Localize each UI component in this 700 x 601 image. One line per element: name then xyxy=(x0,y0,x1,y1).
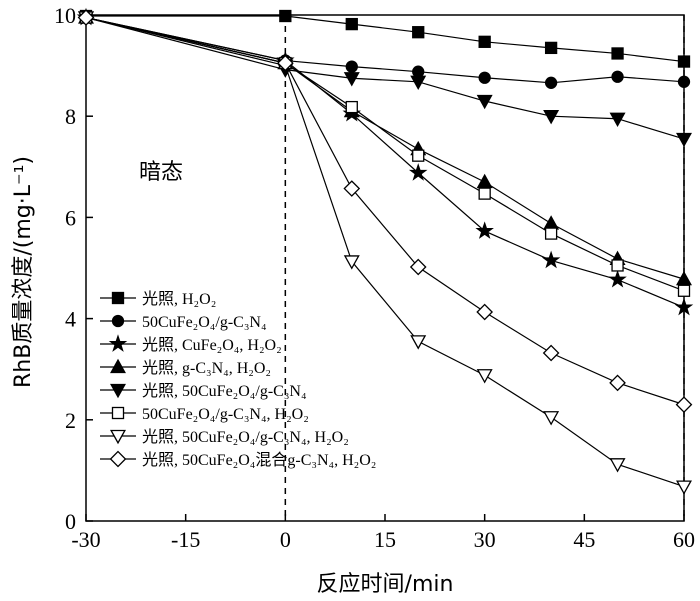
legend-label: 光照, CuFe₂O₄, H₂O₂ xyxy=(142,336,282,354)
marker-square xyxy=(677,55,691,68)
series-line-5 xyxy=(85,16,685,292)
y-tick-label: 4 xyxy=(65,307,76,332)
marker-triangle-down xyxy=(410,335,427,350)
marker-triangle-up xyxy=(476,173,493,189)
legend-label: 50CuFe₂O₄/g-C₃N₄, H₂O₂ xyxy=(142,406,309,423)
series-line-2 xyxy=(85,16,685,309)
marker-triangle-down xyxy=(609,458,626,473)
marker-diamond xyxy=(476,303,494,321)
series-markers xyxy=(76,7,694,495)
marker-square xyxy=(111,406,125,420)
marker-square xyxy=(611,47,624,60)
marker-square xyxy=(611,259,624,272)
series-line-6 xyxy=(85,16,685,488)
marker-star xyxy=(674,297,694,316)
marker-square xyxy=(111,291,125,305)
marker-circle xyxy=(611,70,624,83)
y-tick-label: 2 xyxy=(65,408,76,433)
marker-triangle-down xyxy=(343,255,360,270)
legend-label: 光照, 50CuFe₂O₄/g-C₃N₄ xyxy=(142,382,307,400)
legend-label: 50CuFe₂O₄/g-C₃N₄ xyxy=(142,314,267,331)
marker-triangle-up xyxy=(676,270,692,286)
legend-label: 光照, g-C₃N₄, H₂O₂ xyxy=(142,359,271,377)
marker-triangle-down xyxy=(110,383,126,399)
marker-square xyxy=(478,35,491,48)
marker-diamond xyxy=(409,258,427,276)
marker-triangle-down xyxy=(676,480,692,495)
marker-triangle-down xyxy=(476,94,493,110)
marker-star xyxy=(408,163,428,181)
marker-square xyxy=(345,100,358,114)
marker-star xyxy=(608,269,627,288)
marker-star xyxy=(475,221,494,239)
marker-triangle-down xyxy=(410,75,427,91)
marker-circle xyxy=(111,314,125,328)
x-tick-label: -15 xyxy=(171,527,200,552)
marker-triangle-down xyxy=(476,369,493,384)
legend-label: 光照, H₂O₂ xyxy=(142,290,216,308)
marker-square xyxy=(279,9,292,23)
marker-square xyxy=(412,26,425,39)
marker-triangle-down xyxy=(110,429,126,445)
x-tick-label: 45 xyxy=(573,527,595,552)
marker-square xyxy=(544,41,558,55)
marker-diamond xyxy=(675,396,693,413)
marker-square xyxy=(677,284,691,297)
y-tick-label: 10 xyxy=(54,3,76,28)
marker-circle xyxy=(677,75,691,88)
x-tick-label: 30 xyxy=(474,527,496,552)
marker-square xyxy=(345,17,358,31)
series-lines xyxy=(85,15,685,488)
x-tick-label: 60 xyxy=(673,527,695,552)
legend: 光照, H₂O₂ 50CuFe₂O₄/g-C₃N₄ 光照, CuFe₂O₄, H₂O… xyxy=(100,290,376,469)
y-tick-label: 0 xyxy=(65,509,76,534)
marker-diamond xyxy=(276,54,294,72)
x-tick-label: 15 xyxy=(374,527,396,552)
marker-square xyxy=(412,149,425,162)
marker-square xyxy=(478,187,491,200)
series-line-1 xyxy=(85,16,685,84)
marker-diamond xyxy=(109,450,127,468)
x-axis-label: 反应时间/min xyxy=(317,572,454,597)
marker-star xyxy=(108,334,128,352)
y-axis-label: RhB质量浓度/(mg·L⁻¹) xyxy=(11,156,36,388)
y-tick-label: 6 xyxy=(65,205,76,230)
series-line-3 xyxy=(85,16,685,280)
marker-circle xyxy=(544,76,558,89)
marker-diamond xyxy=(609,374,626,392)
marker-triangle-down xyxy=(609,112,626,127)
marker-triangle-down xyxy=(543,110,560,125)
marker-circle xyxy=(412,65,425,78)
marker-triangle-down xyxy=(543,411,560,426)
series-line-4 xyxy=(85,16,685,140)
legend-label: 光照, 50CuFe₂O₄/g-C₃N₄, H₂O₂ xyxy=(142,428,349,446)
legend-label: 光照, 50CuFe₂O₄混合g-C₃N₄, H₂O₂ xyxy=(142,451,376,469)
annotation-dark-state: 暗态 xyxy=(139,160,183,185)
marker-triangle-down xyxy=(343,72,360,87)
x-tick-label: 0 xyxy=(280,527,291,552)
y-tick-label: 8 xyxy=(65,104,76,129)
marker-circle xyxy=(345,60,358,73)
series-line-7 xyxy=(85,16,685,406)
marker-star xyxy=(541,250,561,269)
marker-triangle-up xyxy=(543,215,560,230)
x-tick-label: -30 xyxy=(71,527,100,552)
marker-square xyxy=(544,227,558,240)
marker-triangle-up xyxy=(110,358,126,374)
marker-diamond xyxy=(77,9,95,26)
series-line-0 xyxy=(86,15,685,63)
marker-circle xyxy=(478,71,491,84)
marker-triangle-down xyxy=(676,132,692,148)
axes: -30 -15 0 15 30 45 60 0 2 4 6 8 10 xyxy=(54,3,695,552)
marker-diamond xyxy=(542,344,560,362)
marker-diamond xyxy=(343,180,361,197)
